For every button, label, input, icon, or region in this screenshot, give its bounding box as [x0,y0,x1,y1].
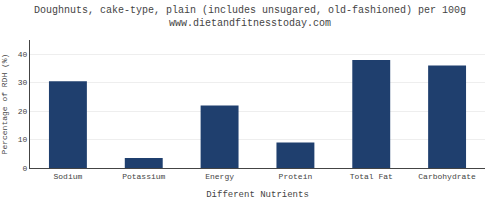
svg-text:Energy: Energy [205,172,234,181]
svg-text:30: 30 [18,78,28,87]
svg-text:Percentage of RDH (%): Percentage of RDH (%) [0,54,9,155]
svg-text:Potassium: Potassium [122,172,165,181]
svg-text:Doughnuts, cake-type, plain (i: Doughnuts, cake-type, plain (includes un… [34,5,466,29]
svg-text:40: 40 [18,50,28,59]
svg-text:Total Fat: Total Fat [350,172,393,181]
svg-text:10: 10 [18,135,28,144]
svg-text:0: 0 [23,164,28,173]
svg-text:20: 20 [18,107,28,116]
svg-text:Protein: Protein [279,172,313,181]
svg-text:Different Nutrients: Different Nutrients [206,190,309,200]
svg-text:Carbohydrate: Carbohydrate [418,172,476,181]
svg-text:Sodium: Sodium [54,172,83,181]
